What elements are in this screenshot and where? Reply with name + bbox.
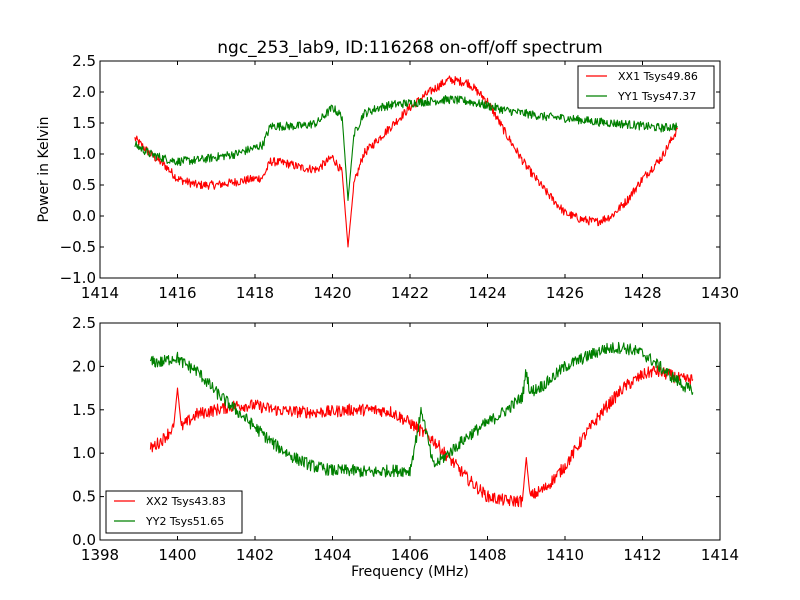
y-tick-label: 0.5 [72,488,96,506]
bottom-subplot: Frequency (MHz) 1398 1400 1402 1404 1406 1408… [72,314,739,580]
x-tick-label: 1424 [468,284,506,302]
top-series-group [134,75,678,248]
top-legend-box [577,65,715,109]
y-tick-label: 0.0 [72,531,96,549]
series-line-yy2 [149,341,694,478]
bottom-legend-box [105,490,243,534]
y-tick-label: 1.0 [72,444,96,462]
bottom-series-group [149,341,694,508]
y-tick-label: 2.5 [72,52,96,70]
bottom-y-ticks: 0.0 0.5 1.0 1.5 2.0 2.5 [72,314,720,549]
y-tick-label: −0.5 [60,238,96,256]
series-line-xx2 [149,365,694,508]
y-tick-label: 2.0 [72,357,96,375]
y-tick-label: 2.5 [72,314,96,332]
x-tick-label: 1400 [158,546,196,564]
x-tick-label: 1412 [623,546,661,564]
y-tick-label: 2.0 [72,83,96,101]
y-axis-label: Power in Kelvin [36,116,52,222]
series-line-xx1 [134,75,678,248]
x-tick-label: 1414 [81,284,119,302]
x-tick-label: 1414 [701,546,739,564]
legend-label-yy1: YY1 Tsys47.37 [617,90,696,103]
legend-label-xx1: XX1 Tsys49.86 [618,70,698,83]
x-tick-label: 1426 [546,284,584,302]
top-legend: XX1 Tsys49.86 YY1 Tsys47.37 [577,65,715,109]
bottom-x-ticks: 1398 1400 1402 1404 1406 1408 1410 1412 1414 [81,323,739,564]
x-tick-label: 1404 [313,546,351,564]
y-tick-label: 1.5 [72,401,96,419]
x-tick-label: 1422 [391,284,429,302]
x-tick-label: 1420 [313,284,351,302]
x-tick-label: 1402 [236,546,274,564]
x-tick-label: 1430 [701,284,739,302]
chart-title: ngc_253_lab9, ID:116268 on-off/off spect… [217,38,602,58]
top-y-ticks: −1.0 −0.5 0.0 0.5 1.0 1.5 2.0 2.5 [60,52,720,287]
bottom-legend: XX2 Tsys43.83 YY2 Tsys51.65 [105,490,243,534]
x-tick-label: 1416 [158,284,196,302]
x-tick-label: 1408 [468,546,506,564]
x-tick-label: 1398 [81,546,119,564]
series-line-yy1 [134,95,678,202]
top-x-ticks: 1414 1416 1418 1420 1422 1424 1426 1428 1430 [81,61,739,302]
y-tick-label: 1.0 [72,145,96,163]
x-axis-label: Frequency (MHz) [351,564,469,580]
y-tick-label: −1.0 [60,269,96,287]
legend-label-yy2: YY2 Tsys51.65 [145,515,224,528]
x-tick-label: 1428 [623,284,661,302]
legend-label-xx2: XX2 Tsys43.83 [146,495,226,508]
y-tick-label: 1.5 [72,114,96,132]
x-tick-label: 1410 [546,546,584,564]
x-tick-label: 1406 [391,546,429,564]
y-tick-label: 0.5 [72,176,96,194]
y-tick-label: 0.0 [72,207,96,225]
top-subplot: ngc_253_lab9, ID:116268 on-off/off spect… [36,38,739,302]
x-tick-label: 1418 [236,284,274,302]
